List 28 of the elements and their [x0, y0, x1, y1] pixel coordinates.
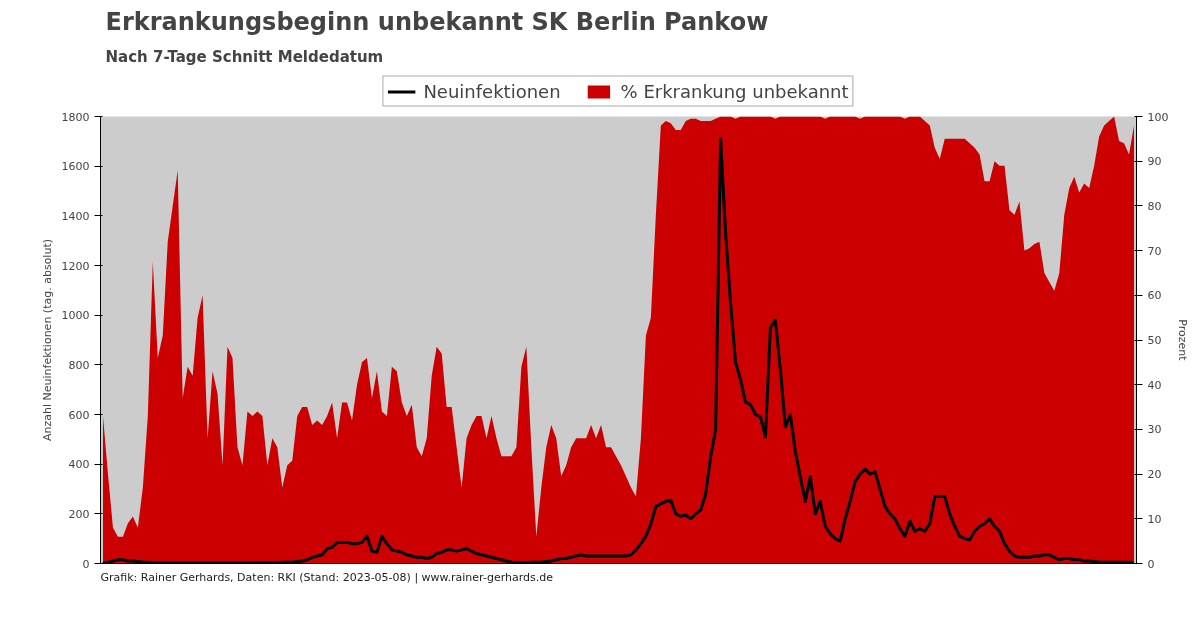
y2-tick-label: 30 — [1147, 423, 1162, 437]
y2-tick-label: 0 — [1147, 557, 1155, 571]
y-tick-label: 1000 — [61, 309, 90, 323]
chart-title: Erkrankungsbeginn unbekannt SK Berlin Pankow — [105, 7, 769, 36]
y2-tick-label: 80 — [1147, 199, 1162, 213]
legend-label: % Erkrankung unbekannt — [620, 80, 849, 102]
y-axis-title: Anzahl Neuinfektionen (tag. absolut) — [40, 238, 54, 441]
y-tick-label: 800 — [68, 358, 90, 372]
y-tick-label: 1800 — [61, 110, 90, 124]
y2-tick-label: 10 — [1147, 512, 1162, 526]
y-tick-label: 600 — [68, 408, 90, 422]
chart-subtitle: Nach 7-Tage Schnitt Meldedatum — [105, 47, 384, 66]
y-tick-label: 200 — [68, 507, 90, 521]
y2-tick-label: 100 — [1147, 110, 1169, 124]
y-tick-label: 1200 — [61, 259, 90, 273]
y2-tick-label: 20 — [1147, 468, 1162, 482]
y-tick-label: 0 — [82, 557, 90, 571]
y2-tick-label: 40 — [1147, 378, 1162, 392]
legend-label: Neuinfektionen — [423, 80, 561, 102]
y2-tick-label: 70 — [1147, 244, 1162, 258]
y2-tick-label: 90 — [1147, 155, 1162, 169]
y2-axis-title: Prozent — [1176, 319, 1190, 362]
y2-tick-label: 60 — [1147, 289, 1162, 303]
y-tick-label: 1600 — [61, 160, 90, 174]
text: Grafik: Rainer Gerhards, Daten: RKI (Stand: 2023-05-08) | www.rainer-gerhards.de — [100, 570, 554, 584]
y-tick-label: 400 — [68, 458, 90, 472]
y2-tick-label: 50 — [1147, 334, 1162, 347]
y-tick-label: 1400 — [61, 209, 90, 223]
